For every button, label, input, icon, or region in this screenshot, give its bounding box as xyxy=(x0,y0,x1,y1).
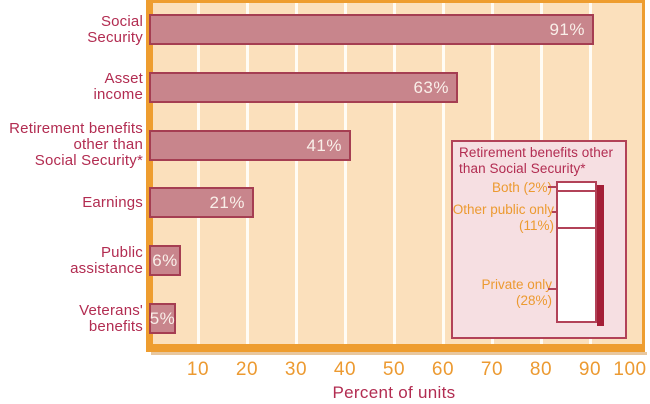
inset-label-line: Both (2%) xyxy=(491,180,552,195)
category-label-line: assistance xyxy=(70,259,143,277)
inset-title-line: Retirement benefits other xyxy=(459,145,614,160)
bar-retirement-benefits-other-than-social-security: 41% xyxy=(149,130,351,161)
plot-bottom-shadow xyxy=(151,352,647,355)
category-label-line: Earnings xyxy=(82,193,143,211)
gridline-50 xyxy=(393,3,396,344)
category-label-line: other than xyxy=(73,136,143,154)
leader-line-private-only xyxy=(548,288,557,290)
category-label-earnings: Earnings xyxy=(82,193,143,211)
inset-label-other-public-only: Other public only (11%) xyxy=(453,202,554,233)
category-label-line: Public xyxy=(100,243,143,261)
inset-label-private-only: Private only (28%) xyxy=(481,277,552,308)
x-tick-label-100: 100 xyxy=(613,359,647,380)
gridline-20 xyxy=(246,3,249,344)
inset-title-line: than Social Security* xyxy=(459,160,586,176)
bar-value-label: 21% xyxy=(209,192,245,212)
bar-asset-income: 63% xyxy=(149,72,458,103)
category-label-public-assistance: Public assistance xyxy=(70,243,143,277)
inset-stacked-bar-shadow xyxy=(597,185,604,326)
category-label-line: Asset xyxy=(104,70,143,88)
x-tick-label-20: 20 xyxy=(235,359,259,380)
bar-value-label: 5% xyxy=(149,308,176,328)
x-tick-label-70: 70 xyxy=(480,359,504,380)
category-label-line: Veterans' xyxy=(79,301,143,319)
leader-line-both xyxy=(548,186,557,188)
x-axis-title: Percent of units xyxy=(332,383,456,402)
category-label-retirement-benefits-other-than-social-security: Retirement benefits other than Social Secu… xyxy=(9,121,143,169)
inset-segment-private-only xyxy=(558,229,595,321)
bar-value-label: 6% xyxy=(152,250,178,270)
gridline-60 xyxy=(442,3,445,344)
bar-public-assistance: 6% xyxy=(149,245,181,276)
gridline-30 xyxy=(295,3,298,344)
bar-value-label: 63% xyxy=(413,77,449,97)
category-label-line: Social Security* xyxy=(34,152,143,170)
x-tick-label-90: 90 xyxy=(578,359,602,380)
inset-segment-other-public-only xyxy=(558,192,595,230)
x-tick-label-80: 80 xyxy=(529,359,553,380)
category-label-line: benefits xyxy=(88,317,143,335)
x-tick-label-40: 40 xyxy=(333,359,357,380)
x-tick-label-50: 50 xyxy=(382,359,406,380)
leader-line-other-public-only xyxy=(552,211,558,213)
inset-title: Retirement benefits other than Social Se… xyxy=(459,145,613,176)
category-label-social-security: Social Security xyxy=(87,12,143,46)
inset-label-line: Other public only xyxy=(452,202,554,217)
x-tick-label-60: 60 xyxy=(431,359,455,380)
bar-veterans-benefits: 5% xyxy=(149,303,176,334)
category-label-veterans-benefits: Veterans' benefits xyxy=(79,301,143,335)
category-label-asset-income: Asset income xyxy=(93,71,143,103)
x-tick-label-30: 30 xyxy=(284,359,308,380)
category-label-line: income xyxy=(93,86,143,104)
category-label-line: Security xyxy=(87,28,143,46)
inset-label-line: Private only xyxy=(481,277,552,292)
gridline-10 xyxy=(197,3,200,344)
bar-value-label: 41% xyxy=(306,135,342,155)
inset-label-line: (28%) xyxy=(515,292,552,308)
inset-segment-both xyxy=(558,183,595,192)
inset-stacked-bar xyxy=(556,181,597,323)
category-label-line: Social xyxy=(100,12,143,30)
inset-label-line: (11%) xyxy=(518,217,554,233)
bar-value-label: 91% xyxy=(549,19,585,39)
category-label-line: Retirement benefits xyxy=(9,120,143,138)
inset-label-both: Both (2%) xyxy=(492,180,552,196)
gridline-40 xyxy=(344,3,347,344)
bar-earnings: 21% xyxy=(149,187,254,218)
bar-social-security: 91% xyxy=(149,14,594,45)
x-tick-label-10: 10 xyxy=(186,359,210,380)
